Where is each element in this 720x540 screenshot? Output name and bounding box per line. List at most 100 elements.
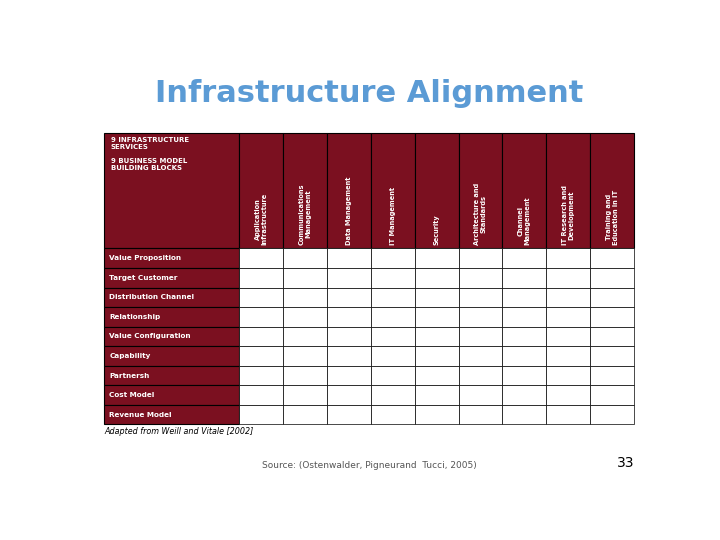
Text: Capability: Capability [109,353,150,359]
Text: Infrastructure Alignment: Infrastructure Alignment [155,79,583,109]
Bar [104,327,239,346]
Bar [503,346,546,366]
Text: Adapted from Weill and Vitale [2002]: Adapted from Weill and Vitale [2002] [104,427,253,436]
Bar [503,307,546,327]
Bar [371,248,415,268]
Bar [283,327,327,346]
Bar [283,386,327,405]
Bar [546,346,590,366]
Text: 9 INFRASTRUCTURE
SERVICES

9 BUSINESS MODEL
BUILDING BLOCKS: 9 INFRASTRUCTURE SERVICES 9 BUSINESS MOD… [111,137,189,171]
Bar [283,268,327,287]
Bar [239,386,283,405]
Bar [590,307,634,327]
Bar [283,346,327,366]
Bar [327,287,371,307]
Bar [371,307,415,327]
Bar [459,307,503,327]
Bar [104,386,239,405]
Bar [371,366,415,386]
Bar [327,307,371,327]
Bar [415,327,459,346]
Bar [459,287,503,307]
Text: Data Management: Data Management [346,177,352,245]
Bar [546,327,590,346]
Bar [590,327,634,346]
Text: Value Configuration: Value Configuration [109,333,191,340]
Bar [327,405,371,424]
Bar [546,268,590,287]
Text: Architecture and
Standards: Architecture and Standards [474,183,487,245]
Bar [415,386,459,405]
Bar [283,248,327,268]
Bar [104,346,239,366]
Bar [104,307,239,327]
Bar [104,248,239,268]
Bar [415,307,459,327]
Bar [327,386,371,405]
Bar [327,268,371,287]
Bar [590,386,634,405]
Bar [283,287,327,307]
Bar [590,268,634,287]
Bar [590,287,634,307]
Bar [503,366,546,386]
Bar [283,366,327,386]
Bar [104,366,239,386]
Bar [415,366,459,386]
Bar [459,133,503,248]
Text: IT Research and
Development: IT Research and Development [562,185,575,245]
Bar [415,346,459,366]
Bar [590,366,634,386]
Bar [104,133,239,248]
Text: Cost Model: Cost Model [109,392,155,398]
Bar [104,287,239,307]
Bar [327,133,371,248]
Bar [371,133,415,248]
Bar [239,346,283,366]
Bar [327,346,371,366]
Text: Security: Security [433,214,440,245]
Text: Relationship: Relationship [109,314,161,320]
Bar [546,248,590,268]
Text: Target Customer: Target Customer [109,275,178,281]
Bar [590,248,634,268]
Bar [503,268,546,287]
Bar [459,366,503,386]
Bar [503,405,546,424]
Bar [546,386,590,405]
Bar [327,327,371,346]
Bar [371,405,415,424]
Bar [546,405,590,424]
Bar [239,133,283,248]
Bar [239,405,283,424]
Bar [546,133,590,248]
Bar [371,268,415,287]
Text: Channel
Management: Channel Management [518,197,531,245]
Bar [327,248,371,268]
Bar [239,287,283,307]
Text: IT Management: IT Management [390,187,396,245]
Bar [371,287,415,307]
Text: Revenue Model: Revenue Model [109,411,172,417]
Bar [239,366,283,386]
Bar [239,268,283,287]
Bar [590,133,634,248]
Bar [283,133,327,248]
Bar [371,346,415,366]
Bar [239,327,283,346]
Bar [503,248,546,268]
Bar [283,405,327,424]
Bar [239,307,283,327]
Text: Communications
Management: Communications Management [299,184,312,245]
Bar [104,405,239,424]
Bar [415,405,459,424]
Bar [371,327,415,346]
Bar [104,268,239,287]
Text: Distribution Channel: Distribution Channel [109,294,194,300]
Text: Application
Infrastructure: Application Infrastructure [255,193,268,245]
Bar [459,327,503,346]
Bar [503,386,546,405]
Bar [283,307,327,327]
Text: Value Proposition: Value Proposition [109,255,181,261]
Bar [415,133,459,248]
